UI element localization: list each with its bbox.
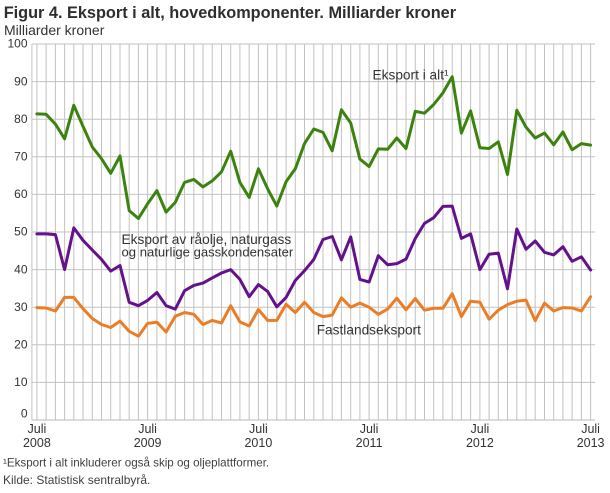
svg-text:¹Eksport i alt inkluderer også: ¹Eksport i alt inkluderer også skip og o…	[3, 457, 269, 470]
svg-text:2011: 2011	[356, 436, 383, 450]
svg-text:Eksport i alt¹: Eksport i alt¹	[373, 68, 450, 83]
svg-text:70: 70	[14, 150, 28, 164]
svg-text:80: 80	[14, 112, 28, 126]
svg-text:Juli: Juli	[28, 422, 47, 436]
svg-text:Fastlandseksport: Fastlandseksport	[317, 323, 421, 338]
svg-text:0: 0	[21, 406, 28, 420]
svg-text:Juli: Juli	[360, 422, 379, 436]
svg-text:40: 40	[14, 262, 28, 276]
svg-text:og naturlige gasskondensater: og naturlige gasskondensater	[122, 245, 294, 260]
svg-text:Juli: Juli	[471, 422, 490, 436]
svg-text:Juli: Juli	[581, 422, 600, 436]
svg-text:Eksport av råolje, naturgass: Eksport av råolje, naturgass	[122, 232, 292, 247]
svg-text:90: 90	[14, 74, 28, 88]
svg-text:2013: 2013	[577, 436, 605, 450]
svg-text:100: 100	[7, 37, 27, 51]
svg-text:20: 20	[14, 338, 28, 352]
svg-text:Juli: Juli	[249, 422, 268, 436]
svg-text:60: 60	[14, 187, 28, 201]
svg-text:50: 50	[14, 225, 28, 239]
svg-text:10: 10	[14, 375, 28, 389]
svg-text:2009: 2009	[134, 436, 162, 450]
svg-text:Figur 4. Eksport i alt, hovedk: Figur 4. Eksport i alt, hovedkomponenter…	[4, 4, 457, 22]
svg-text:30: 30	[14, 300, 28, 314]
svg-text:2010: 2010	[244, 436, 272, 450]
svg-text:Kilde: Statistisk sentralbyrå.: Kilde: Statistisk sentralbyrå.	[3, 473, 150, 487]
svg-text:Juli: Juli	[138, 422, 157, 436]
svg-text:2012: 2012	[466, 436, 494, 450]
svg-text:Milliarder kroner: Milliarder kroner	[4, 22, 105, 38]
svg-text:2008: 2008	[23, 436, 51, 450]
